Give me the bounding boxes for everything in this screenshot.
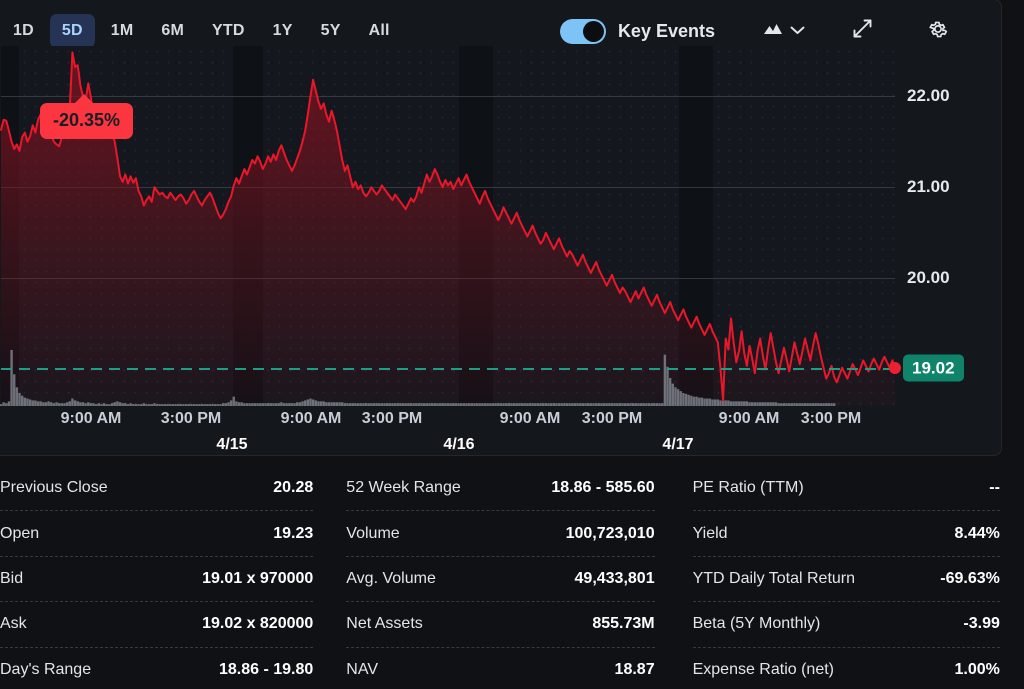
- stat-value: 18.86 - 585.60: [551, 479, 655, 497]
- y-axis-label: 20.00: [907, 268, 950, 288]
- x-axis-day-label: 4/15: [216, 436, 248, 453]
- chart-toolbar: 1D 5D 1M 6M YTD 1Y 5Y All Key Events: [0, 0, 1001, 56]
- stat-label: Beta (5Y Monthly): [692, 615, 821, 633]
- stat-value: 855.73M: [592, 615, 655, 633]
- gear-icon: [927, 18, 949, 45]
- stat-label: Net Assets: [346, 615, 423, 633]
- x-axis-day-label: 4/17: [662, 436, 694, 453]
- stat-value: --: [989, 479, 1000, 497]
- stat-column-1: Previous Close 20.28 Open 19.23 Bid 19.01 x 9…: [0, 466, 341, 689]
- current-price-badge: 19.02: [903, 354, 964, 382]
- stat-value: 20.28: [273, 479, 314, 497]
- x-axis: 9:00 AM 3:00 PM 9:00 AM 3:00 PM 9:00 AM 3:00 …: [1, 406, 895, 455]
- stat-column-3: PE Ratio (TTM) -- Yield 8.44% YTD Daily Tota…: [683, 466, 1024, 689]
- x-axis-tick: 9:00 AM: [60, 410, 122, 427]
- range-button-5d[interactable]: 5D: [49, 14, 95, 48]
- x-axis-tick: 3:00 PM: [800, 410, 862, 427]
- chart-type-selector[interactable]: [763, 21, 805, 42]
- range-button-1m[interactable]: 1M: [99, 14, 146, 48]
- session-band: [701, 46, 713, 406]
- expand-chart-button[interactable]: [845, 14, 879, 48]
- stat-row: Day's Range 18.86 - 19.80: [0, 648, 313, 689]
- chart-toolbar-right: Key Events: [559, 14, 955, 48]
- stat-row: Previous Close 20.28: [0, 466, 314, 512]
- x-axis-tick: 9:00 AM: [499, 410, 561, 427]
- stat-row: Bid 19.01 x 970000: [0, 557, 314, 603]
- quote-statistics: Previous Close 20.28 Open 19.23 Bid 19.01 x 9…: [0, 466, 1024, 689]
- range-button-6m[interactable]: 6M: [149, 14, 196, 48]
- key-events-toggle-group[interactable]: Key Events: [559, 18, 715, 44]
- stat-value: 19.01 x 970000: [202, 569, 314, 587]
- range-selector: 1D 5D 1M 6M YTD 1Y 5Y All: [1, 14, 402, 48]
- stat-row: Yield 8.44%: [692, 511, 1000, 557]
- key-events-toggle[interactable]: [559, 18, 606, 44]
- range-button-all[interactable]: All: [357, 14, 402, 48]
- x-axis-tick: 3:00 PM: [361, 410, 423, 427]
- stat-value: 1.00%: [954, 661, 1000, 679]
- stat-row: Avg. Volume 49,433,801: [346, 557, 655, 603]
- stat-value: 49,433,801: [574, 569, 655, 587]
- stat-value: 19.23: [273, 524, 314, 542]
- stat-column-2: 52 Week Range 18.86 - 585.60 Volume 100,723…: [341, 466, 682, 689]
- x-axis-tick: 3:00 PM: [160, 410, 222, 427]
- x-axis-tick: 9:00 AM: [718, 410, 780, 427]
- current-price-line: [1, 367, 895, 370]
- stat-label: Avg. Volume: [346, 569, 436, 587]
- x-axis-day-label: 4/16: [443, 436, 475, 453]
- stat-label: Day's Range: [0, 661, 92, 679]
- stat-row: Volume 100,723,010: [346, 511, 655, 557]
- stat-value: -69.63%: [940, 569, 1000, 587]
- key-events-label: Key Events: [617, 20, 715, 41]
- stat-row: YTD Daily Total Return -69.63%: [692, 557, 1000, 603]
- stat-label: PE Ratio (TTM): [692, 479, 804, 497]
- y-gridline: [1, 96, 895, 98]
- mountain-chart-icon: [763, 21, 783, 42]
- stat-label: Bid: [0, 569, 24, 587]
- chart-plot[interactable]: 22.00 21.00 20.00 19.02 -20.35%: [0, 46, 1001, 406]
- stat-label: Volume: [346, 524, 400, 542]
- range-button-1d[interactable]: 1D: [1, 14, 46, 48]
- stat-value: -3.99: [963, 615, 1000, 633]
- x-axis-tick: 3:00 PM: [581, 410, 643, 427]
- stat-row: Ask 19.02 x 820000: [0, 602, 314, 648]
- y-axis-label: 21.00: [907, 177, 950, 197]
- range-button-ytd[interactable]: YTD: [200, 14, 257, 48]
- stat-row: Expense Ratio (net) 1.00%: [693, 648, 1000, 689]
- chart-card: 1D 5D 1M 6M YTD 1Y 5Y All Key Events: [0, 0, 1002, 456]
- stat-label: Previous Close: [0, 479, 108, 497]
- stat-row: Open 19.23: [0, 511, 314, 557]
- stat-row: Net Assets 855.73M: [346, 602, 655, 648]
- x-axis-tick: 9:00 AM: [280, 410, 342, 427]
- range-button-5y[interactable]: 5Y: [309, 14, 353, 48]
- stat-row: Beta (5Y Monthly) -3.99: [692, 602, 1000, 648]
- y-axis-label: 22.00: [907, 86, 950, 106]
- stat-label: YTD Daily Total Return: [692, 569, 856, 587]
- range-button-1y[interactable]: 1Y: [261, 14, 305, 48]
- price-series: [0, 46, 895, 406]
- stat-label: 52 Week Range: [346, 479, 461, 497]
- stat-label: Ask: [0, 615, 27, 633]
- chart-settings-button[interactable]: [921, 14, 955, 48]
- stat-row: PE Ratio (TTM) --: [692, 466, 1000, 512]
- plot-area: 22.00 21.00 20.00 19.02: [0, 46, 964, 406]
- stat-label: Expense Ratio (net): [692, 661, 834, 679]
- stat-value: 18.87: [614, 661, 655, 679]
- stat-value: 19.02 x 820000: [202, 615, 314, 633]
- stat-label: Open: [0, 524, 40, 542]
- percent-change-annotation: -20.35%: [40, 94, 134, 139]
- stat-row: NAV 18.87: [346, 648, 654, 689]
- stat-label: NAV: [346, 661, 379, 679]
- toggle-knob: [582, 20, 604, 42]
- last-price-marker: [889, 361, 901, 374]
- stat-value: 100,723,010: [565, 524, 655, 542]
- expand-arrows-icon: [852, 18, 873, 44]
- stat-label: Yield: [692, 524, 728, 542]
- chevron-down-icon: [790, 22, 805, 40]
- stat-value: 8.44%: [954, 524, 1000, 542]
- stat-value: 18.86 - 19.80: [219, 661, 314, 679]
- stat-row: 52 Week Range 18.86 - 585.60: [346, 466, 655, 512]
